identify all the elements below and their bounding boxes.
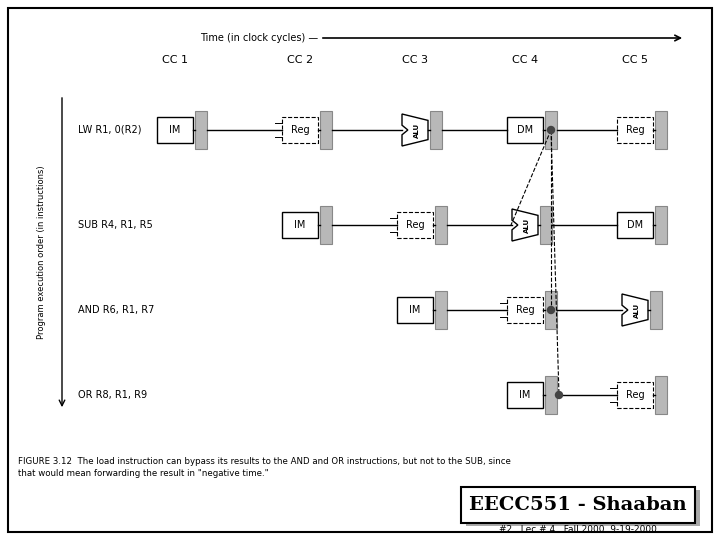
Bar (195, 111, 207, 149)
Text: Program execution order (in instructions): Program execution order (in instructions… (37, 165, 47, 339)
Text: CC 2: CC 2 (287, 55, 313, 65)
Bar (320, 111, 332, 149)
Circle shape (547, 307, 554, 314)
Bar (397, 297, 433, 323)
Bar (430, 111, 442, 149)
Text: DM: DM (627, 220, 643, 230)
Circle shape (547, 126, 554, 133)
Bar (540, 206, 552, 244)
Bar (655, 206, 667, 244)
Polygon shape (402, 114, 428, 146)
Bar (435, 291, 447, 329)
Text: Reg: Reg (405, 220, 424, 230)
Text: EECC551 - Shaaban: EECC551 - Shaaban (469, 496, 687, 514)
Text: IM: IM (519, 390, 531, 400)
Text: Time (in clock cycles) —: Time (in clock cycles) — (200, 33, 318, 43)
Text: ALU: ALU (524, 218, 530, 233)
Polygon shape (512, 209, 538, 241)
Text: CC 3: CC 3 (402, 55, 428, 65)
Bar (461, 487, 695, 523)
Text: IM: IM (409, 305, 420, 315)
Text: CC 5: CC 5 (622, 55, 648, 65)
Circle shape (556, 392, 562, 399)
Text: ALU: ALU (634, 302, 640, 318)
Bar (466, 490, 700, 526)
Text: CC 4: CC 4 (512, 55, 538, 65)
Bar (617, 117, 653, 143)
Text: LW R1, 0(R2): LW R1, 0(R2) (78, 125, 142, 135)
Text: Reg: Reg (291, 125, 310, 135)
Text: CC 1: CC 1 (162, 55, 188, 65)
Bar (282, 212, 318, 238)
Text: AND R6, R1, R7: AND R6, R1, R7 (78, 305, 154, 315)
Text: Reg: Reg (626, 390, 644, 400)
Bar (507, 117, 543, 143)
Text: Reg: Reg (516, 305, 534, 315)
Text: that would mean forwarding the result in "negative time.": that would mean forwarding the result in… (18, 469, 269, 478)
Bar (157, 117, 193, 143)
Text: Reg: Reg (626, 125, 644, 135)
Bar (617, 382, 653, 408)
Text: FIGURE 3.12  The load instruction can bypass its results to the AND and OR instr: FIGURE 3.12 The load instruction can byp… (18, 457, 511, 467)
Text: #2   Lec # 4   Fall 2000  9-19-2000: #2 Lec # 4 Fall 2000 9-19-2000 (499, 524, 657, 534)
Bar (507, 297, 543, 323)
Bar (655, 111, 667, 149)
Bar (397, 212, 433, 238)
Text: IM: IM (294, 220, 306, 230)
Bar (282, 117, 318, 143)
Bar (507, 382, 543, 408)
Bar (655, 376, 667, 414)
Bar (545, 291, 557, 329)
Text: IM: IM (169, 125, 181, 135)
Bar (617, 212, 653, 238)
Bar (545, 111, 557, 149)
Bar (320, 206, 332, 244)
Text: DM: DM (517, 125, 533, 135)
Bar (650, 291, 662, 329)
Text: SUB R4, R1, R5: SUB R4, R1, R5 (78, 220, 153, 230)
Bar (435, 206, 447, 244)
Bar (545, 376, 557, 414)
Text: OR R8, R1, R9: OR R8, R1, R9 (78, 390, 147, 400)
Text: ALU: ALU (414, 123, 420, 138)
Polygon shape (622, 294, 648, 326)
